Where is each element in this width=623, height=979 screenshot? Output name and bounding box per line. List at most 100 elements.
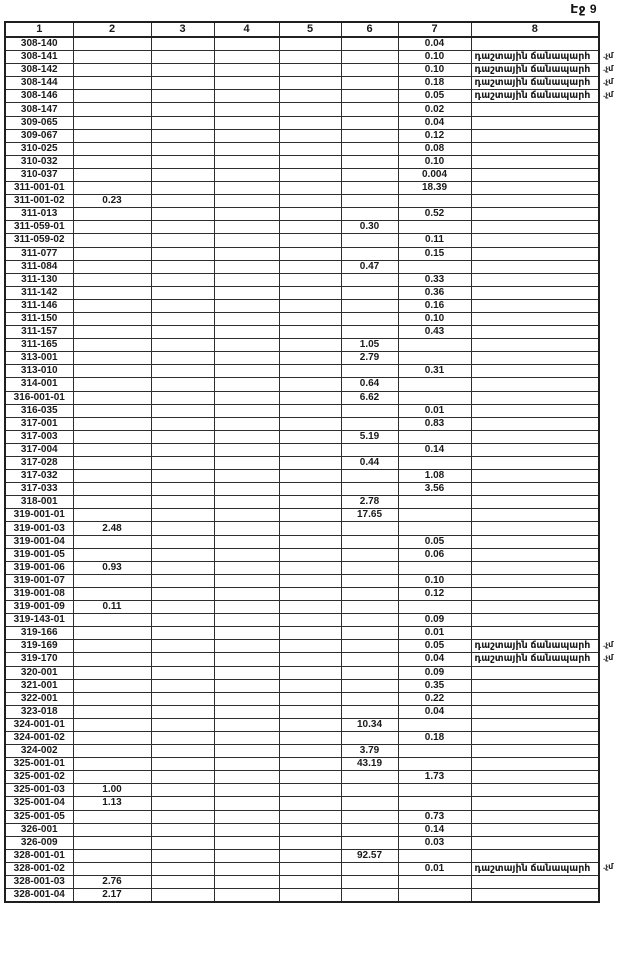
value-cell-col2 xyxy=(72,364,152,379)
value-cell-col4 xyxy=(213,311,280,327)
value-cell-col4 xyxy=(213,704,280,719)
value-cell-col5 xyxy=(278,861,342,877)
value-cell-col7 xyxy=(397,600,472,615)
value-cell-col5 xyxy=(278,50,342,65)
value-cell-col5 xyxy=(278,429,342,444)
value-cell-col3 xyxy=(150,835,215,850)
table-row: 311-130 0.33 xyxy=(4,272,600,287)
value-cell-col7: 0.04 xyxy=(397,652,472,667)
value-cell-col5 xyxy=(278,717,342,732)
value-cell-col6 xyxy=(340,809,399,824)
land-type-cell: դաշտային ճանապարհ xyxy=(470,50,600,65)
value-cell-col7 xyxy=(397,874,472,890)
parcel-code-cell: 309-065 xyxy=(4,115,74,130)
margin-annotation: .չմ xyxy=(603,51,614,60)
value-cell-col4 xyxy=(213,861,280,877)
value-cell-col3 xyxy=(150,521,215,536)
land-type-cell xyxy=(470,704,600,719)
value-cell-col6: 43.19 xyxy=(340,757,399,772)
parcel-code-cell: 328-001-01 xyxy=(4,848,74,863)
parcel-code-cell: 311-146 xyxy=(4,298,74,313)
table-row: 319-001-04 0.05 xyxy=(4,534,600,549)
value-cell-col4 xyxy=(213,50,280,65)
parcel-code-cell: 324-001-02 xyxy=(4,730,74,746)
value-cell-col2: 2.17 xyxy=(72,888,152,903)
value-cell-col4 xyxy=(213,285,280,300)
value-cell-col5 xyxy=(278,757,342,772)
table-row: 317-004 0.14 xyxy=(4,442,600,458)
value-cell-col5 xyxy=(278,482,342,497)
value-cell-col2 xyxy=(72,652,152,667)
value-cell-col5 xyxy=(278,835,342,850)
land-type-cell xyxy=(470,141,600,156)
value-cell-col3 xyxy=(150,783,215,798)
value-cell-col4 xyxy=(213,76,280,91)
land-type-cell xyxy=(470,181,600,196)
parcel-code-cell: 321-001 xyxy=(4,678,74,693)
table-row: 321-001 0.35 xyxy=(4,678,600,693)
value-cell-col3 xyxy=(150,63,215,78)
value-cell-col4 xyxy=(213,469,280,484)
value-cell-col2 xyxy=(72,102,152,117)
land-type-cell xyxy=(470,757,600,772)
value-cell-col6 xyxy=(340,861,399,877)
value-cell-col6 xyxy=(340,822,399,837)
value-cell-col3 xyxy=(150,390,215,405)
land-type-cell xyxy=(470,600,600,615)
value-cell-col6 xyxy=(340,233,399,248)
value-cell-col7 xyxy=(397,888,472,903)
table-row: 311-150 0.10 xyxy=(4,311,600,327)
table-row: 311-077 0.15 xyxy=(4,246,600,261)
parcel-code-cell: 319-001-01 xyxy=(4,508,74,523)
value-cell-col6 xyxy=(340,311,399,327)
table-row: 324-002 3.79 xyxy=(4,744,600,759)
value-cell-col5 xyxy=(278,469,342,484)
value-cell-col7: 0.83 xyxy=(397,416,472,431)
value-cell-col3 xyxy=(150,115,215,130)
value-cell-col2 xyxy=(72,822,152,837)
parcel-code-cell: 316-035 xyxy=(4,403,74,418)
value-cell-col3 xyxy=(150,560,215,575)
value-cell-col4 xyxy=(213,848,280,863)
column-header-4: 4 xyxy=(213,21,280,38)
value-cell-col6 xyxy=(340,678,399,693)
value-cell-col2 xyxy=(72,63,152,78)
value-cell-col3 xyxy=(150,547,215,562)
land-type-cell xyxy=(470,220,600,235)
value-cell-col2 xyxy=(72,351,152,366)
margin-annotation: .չմ xyxy=(603,64,614,73)
value-cell-col4 xyxy=(213,325,280,340)
parcel-code-cell: 310-037 xyxy=(4,167,74,183)
value-cell-col6: 92.57 xyxy=(340,848,399,863)
value-cell-col7: 0.01 xyxy=(397,403,472,418)
land-type-cell xyxy=(470,285,600,300)
margin-annotation: .չմ xyxy=(603,90,614,99)
value-cell-col4 xyxy=(213,233,280,248)
table-row: 308-146 0.05 դաշտային ճանապարհ xyxy=(4,89,600,104)
value-cell-col3 xyxy=(150,665,215,680)
land-type-cell xyxy=(470,416,600,431)
value-cell-col4 xyxy=(213,783,280,798)
value-cell-col3 xyxy=(150,469,215,484)
value-cell-col2 xyxy=(72,416,152,431)
land-type-cell xyxy=(470,613,600,628)
value-cell-col3 xyxy=(150,888,215,903)
column-header-8: 8 xyxy=(470,21,600,38)
land-type-cell: դաշտային ճանապարհ xyxy=(470,76,600,91)
value-cell-col5 xyxy=(278,36,342,52)
parcel-code-cell: 323-018 xyxy=(4,704,74,719)
land-type-cell xyxy=(470,547,600,562)
value-cell-col3 xyxy=(150,822,215,837)
value-cell-col3 xyxy=(150,194,215,209)
value-cell-col4 xyxy=(213,730,280,746)
value-cell-col2 xyxy=(72,154,152,169)
table-row: 326-001 0.14 xyxy=(4,822,600,837)
value-cell-col3 xyxy=(150,508,215,523)
value-cell-col2 xyxy=(72,495,152,510)
value-cell-col6 xyxy=(340,181,399,196)
column-header-6: 6 xyxy=(340,21,399,38)
value-cell-col7 xyxy=(397,796,472,811)
parcel-code-cell: 324-001-01 xyxy=(4,717,74,732)
value-cell-col5 xyxy=(278,272,342,287)
